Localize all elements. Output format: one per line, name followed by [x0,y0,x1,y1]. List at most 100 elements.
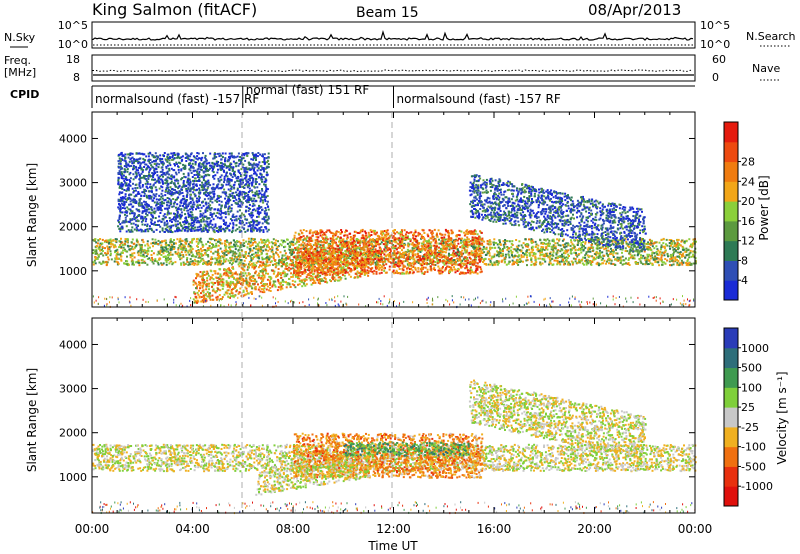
heatmap-cell [320,267,323,269]
heatmap-cell [466,246,469,249]
heatmap-cell [646,248,649,250]
heatmap-cell [319,258,321,261]
heatmap-cell [326,281,329,284]
heatmap-cell [225,254,228,256]
heatmap-cell [269,282,271,285]
heatmap-cell [302,246,305,248]
heatmap-cell [577,240,580,242]
heatmap-cell [251,292,253,295]
heatmap-cell [321,241,324,244]
heatmap-cell [388,265,391,268]
heatmap-cell [266,245,269,247]
heatmap-cell [416,242,419,245]
heatmap-cell [685,240,688,243]
heatmap-cell [642,254,645,257]
heatmap-cell [254,271,257,274]
heatmap-cell [506,240,509,242]
heatmap-cell [339,263,342,266]
heatmap-cell [668,242,671,244]
heatmap-cell [349,252,351,255]
heatmap-cell [524,252,527,255]
heatmap-cell [181,254,184,256]
heatmap-cell [286,242,289,245]
heatmap-cell [374,242,377,245]
heatmap-cell [510,242,513,245]
heatmap-cell [565,259,568,262]
heatmap-cell [612,256,615,258]
heatmap-cell [647,258,650,261]
heatmap-cell [309,279,312,282]
heatmap-cell [227,281,230,284]
heatmap-cell [260,238,262,241]
heatmap-cell [238,291,241,294]
heatmap-cell [464,233,467,236]
heatmap-cell [228,276,231,279]
heatmap-cell [497,246,500,249]
heatmap-cell [243,259,246,262]
heatmap-cell [365,242,368,245]
freq-tick-top: 18 [66,53,80,66]
heatmap-cell [354,258,357,261]
heatmap-cell [292,248,295,251]
heatmap-cell [180,263,183,266]
heatmap-cell [99,244,101,247]
heatmap-cell [320,256,323,259]
heatmap-cell [105,260,108,263]
heatmap-cell [356,245,359,248]
heatmap-cell [657,249,660,252]
heatmap-cell [301,253,304,256]
heatmap-cell [383,253,386,256]
heatmap-cell [274,263,277,266]
heatmap-cell [99,238,102,240]
heatmap-cell [261,256,264,259]
heatmap-cell [210,270,213,273]
heatmap-cell [612,263,615,266]
heatmap-cell [361,262,364,265]
heatmap-cell [233,243,235,246]
heatmap-cell [193,258,196,261]
heatmap-cell [303,264,305,267]
heatmap-cell [277,263,280,266]
heatmap-cell [257,288,260,291]
heatmap-cell [452,252,455,255]
heatmap-cell [225,270,228,273]
heatmap-cell [165,241,168,244]
heatmap-cell [317,259,319,262]
heatmap-cell [617,239,620,242]
heatmap-cell [385,240,388,243]
heatmap-cell [636,263,639,265]
heatmap-cell [396,242,399,245]
heatmap-cell [143,260,146,263]
heatmap-cell [549,254,552,257]
heatmap-cell [626,244,629,247]
heatmap-cell [305,239,308,242]
heatmap-cell [152,242,155,245]
heatmap-cell [271,285,274,288]
heatmap-cell [456,257,459,260]
heatmap-cell [658,241,661,244]
heatmap-cell [219,298,222,300]
heatmap-cell [339,278,342,281]
heatmap-cell [354,267,357,270]
heatmap-cell [131,245,134,248]
heatmap-cell [291,279,294,282]
heatmap-cell [658,251,661,254]
heatmap-cell [516,260,519,263]
heatmap-cell [277,240,279,243]
heatmap-cell [600,259,603,262]
heatmap-cell [337,235,339,238]
heatmap-cell [560,260,563,263]
heatmap-cell [512,248,515,251]
heatmap-cell [499,241,501,244]
heatmap-cell [580,248,583,251]
heatmap-cell [208,245,211,247]
heatmap-cell [221,296,224,299]
heatmap-cell [242,239,245,242]
heatmap-cell [323,264,326,267]
heatmap-cell [533,252,536,254]
heatmap-cell [290,276,293,278]
heatmap-cell [202,270,205,273]
heatmap-cell [254,241,257,244]
heatmap-cell [205,288,208,291]
heatmap-cell [318,240,320,243]
